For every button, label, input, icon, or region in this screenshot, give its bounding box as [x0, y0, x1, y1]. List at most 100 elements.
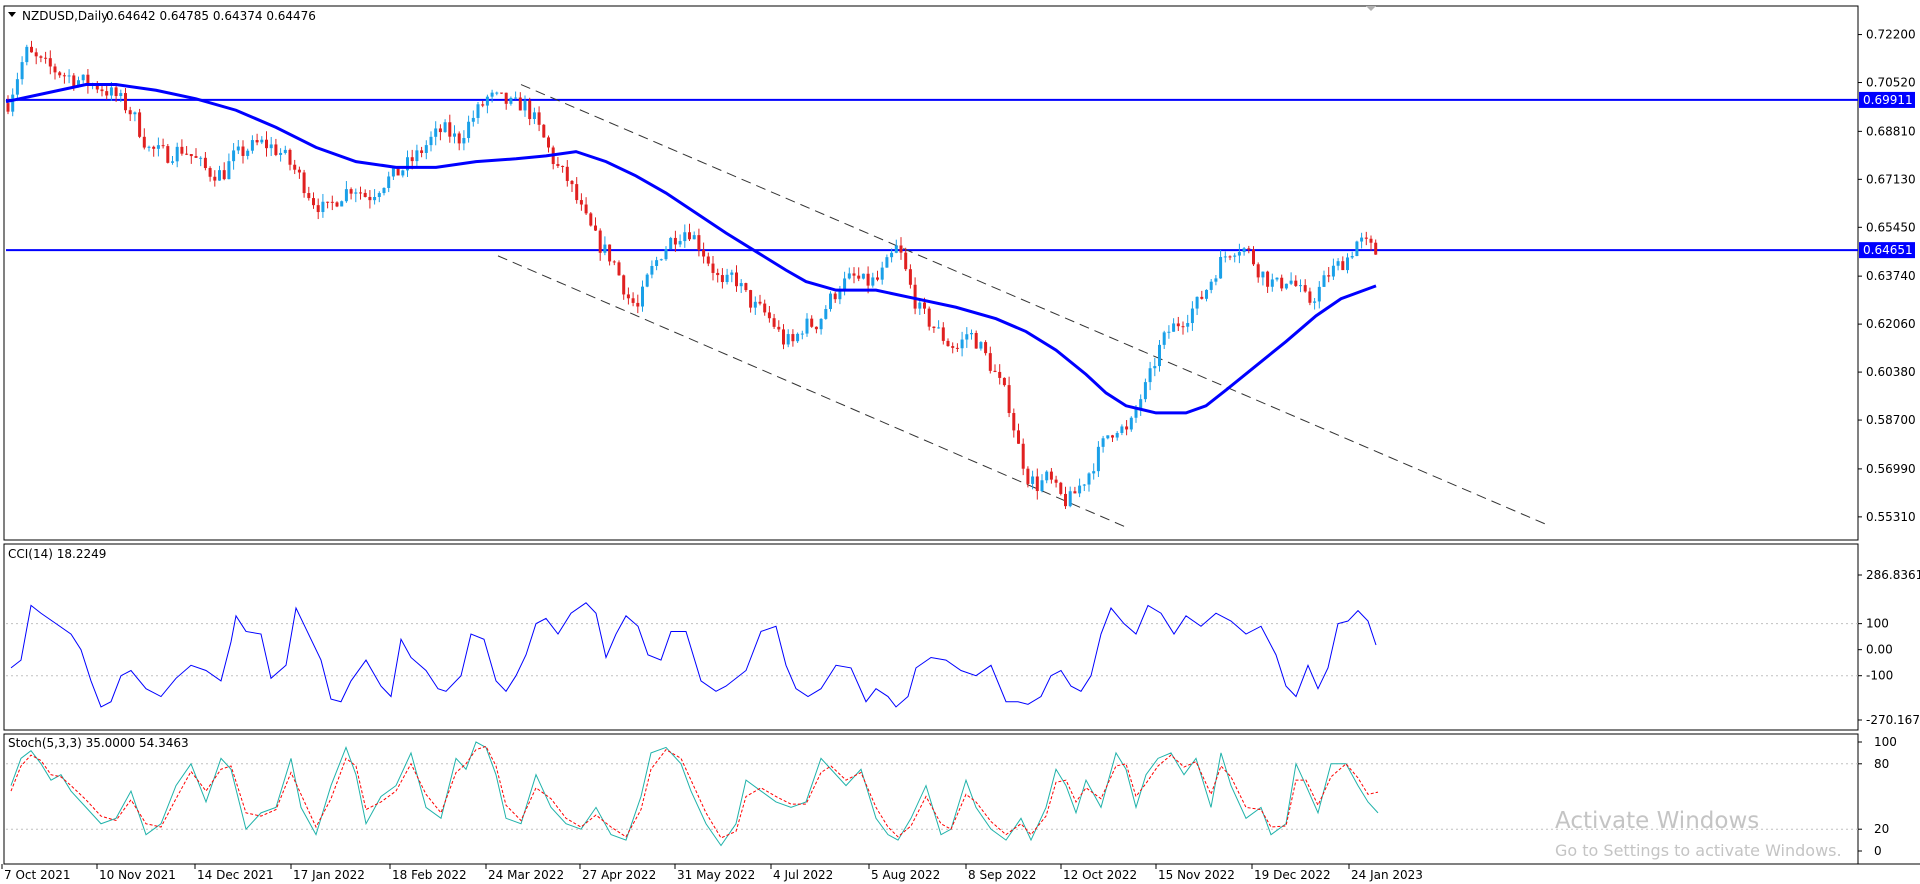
candle-body: [866, 273, 870, 286]
candle-body: [1096, 446, 1100, 472]
candle-body: [218, 170, 221, 181]
candle-body: [1237, 252, 1241, 256]
candle-body: [1176, 323, 1180, 327]
candle-body: [570, 180, 574, 185]
candle-body: [349, 189, 353, 194]
stoch-tick-label: 20: [1874, 822, 1889, 836]
candle-body: [899, 245, 903, 253]
candles: [6, 40, 1378, 510]
candle-body: [429, 136, 433, 146]
price-tick-label: 0.58700: [1866, 413, 1916, 427]
stoch-tick-label: 100: [1874, 735, 1897, 749]
scroll-marker-icon[interactable]: [1366, 6, 1376, 11]
candle-body: [401, 170, 405, 176]
candle-body: [1374, 242, 1378, 255]
candle-body: [744, 283, 748, 291]
candle-body: [415, 150, 419, 162]
candle-body: [767, 312, 771, 319]
candle-body: [1317, 286, 1321, 302]
candle-body: [824, 309, 828, 319]
cci-line: [10, 602, 1377, 708]
price-level-tag-label: 0.69911: [1863, 93, 1913, 107]
candle-body: [1125, 426, 1129, 430]
time-axis: 7 Oct 2021 10 Nov 2021 14 Dec 2021 17 Jan 2…: [1, 864, 1423, 882]
candle-body: [500, 92, 503, 94]
candle-body: [1308, 291, 1312, 303]
stoch-tick-label: 0: [1874, 844, 1882, 858]
candle-body: [711, 263, 715, 273]
trend-line: [520, 84, 1547, 525]
candle-body: [1364, 237, 1368, 239]
candle-body: [105, 91, 109, 96]
candle-body: [918, 302, 922, 309]
candle-body: [655, 260, 659, 266]
candle-body: [504, 92, 508, 104]
price-tick-label: 0.68810: [1866, 124, 1916, 138]
candle-body: [753, 301, 757, 308]
candle-body: [1186, 323, 1190, 327]
candle-body: [77, 80, 80, 87]
indicator-levels: [6, 623, 1858, 830]
candle-body: [1275, 277, 1279, 280]
candle-body: [1355, 241, 1359, 257]
candle-body: [1049, 471, 1053, 480]
candle-body: [354, 192, 358, 194]
candle-body: [410, 157, 414, 162]
candle-body: [382, 187, 386, 194]
candle-body: [1350, 256, 1354, 258]
horizontal-lines: 0.69911 0.64651: [6, 91, 1915, 259]
candle-body: [518, 97, 522, 111]
candle-body: [250, 140, 254, 151]
panel-frame-1: [3, 543, 1859, 731]
candle-body: [979, 342, 983, 349]
ohlc-readout: 0.64642 0.64785 0.64374 0.64476: [106, 9, 316, 23]
candle-body: [796, 333, 800, 342]
candle-body: [30, 46, 33, 53]
candle-body: [175, 146, 179, 162]
candle-body: [514, 97, 518, 99]
cci-tick-label: -100: [1866, 669, 1893, 683]
candle-body: [232, 150, 236, 162]
watermark-title: Activate Windows: [1555, 808, 1759, 834]
candle-body: [1303, 285, 1307, 292]
chart-menu-triangle-icon[interactable]: [8, 12, 16, 17]
candle-body: [1106, 435, 1110, 439]
candle-body: [1012, 413, 1016, 431]
candle-body: [946, 340, 950, 347]
candle-body: [1092, 471, 1096, 474]
stoch-main-line: [10, 741, 1379, 847]
candle-body: [58, 72, 62, 76]
candle-body: [476, 104, 480, 118]
candle-body: [396, 167, 400, 176]
candle-body: [363, 192, 367, 197]
candle-body: [316, 205, 320, 213]
candle-body: [457, 133, 461, 144]
candle-body: [937, 327, 941, 329]
watermark-subtitle: Go to Settings to activate Windows.: [1555, 841, 1842, 860]
candle-body: [391, 167, 395, 177]
time-tick-label: 4 Jul 2022: [773, 868, 833, 882]
candle-body: [1068, 491, 1072, 507]
candle-body: [495, 92, 499, 94]
candle-body: [1059, 482, 1063, 494]
panel-titles: NZDUSD,Daily 0.64642 0.64785 0.64374 0.6…: [8, 6, 1376, 750]
candle-body: [1331, 265, 1335, 277]
candle-body: [147, 146, 151, 148]
time-tick-label: 15 Nov 2022: [1158, 868, 1235, 882]
candle-body: [720, 275, 724, 283]
candle-body: [1017, 430, 1020, 444]
candle-body: [1054, 479, 1058, 483]
time-tick-label: 5 Aug 2022: [871, 868, 940, 882]
time-tick-label: 7 Oct 2021: [4, 868, 71, 882]
candle-body: [1026, 468, 1030, 484]
candle-body: [203, 157, 207, 169]
candle-body: [861, 273, 865, 279]
cci-series-line: [10, 602, 1377, 708]
candle-body: [1228, 256, 1232, 258]
candle-body: [1031, 476, 1035, 484]
candle-body: [161, 145, 165, 147]
time-tick-label: 12 Oct 2022: [1063, 868, 1137, 882]
candle-body: [702, 249, 706, 257]
candle-body: [359, 192, 362, 194]
candle-body: [1346, 257, 1349, 271]
